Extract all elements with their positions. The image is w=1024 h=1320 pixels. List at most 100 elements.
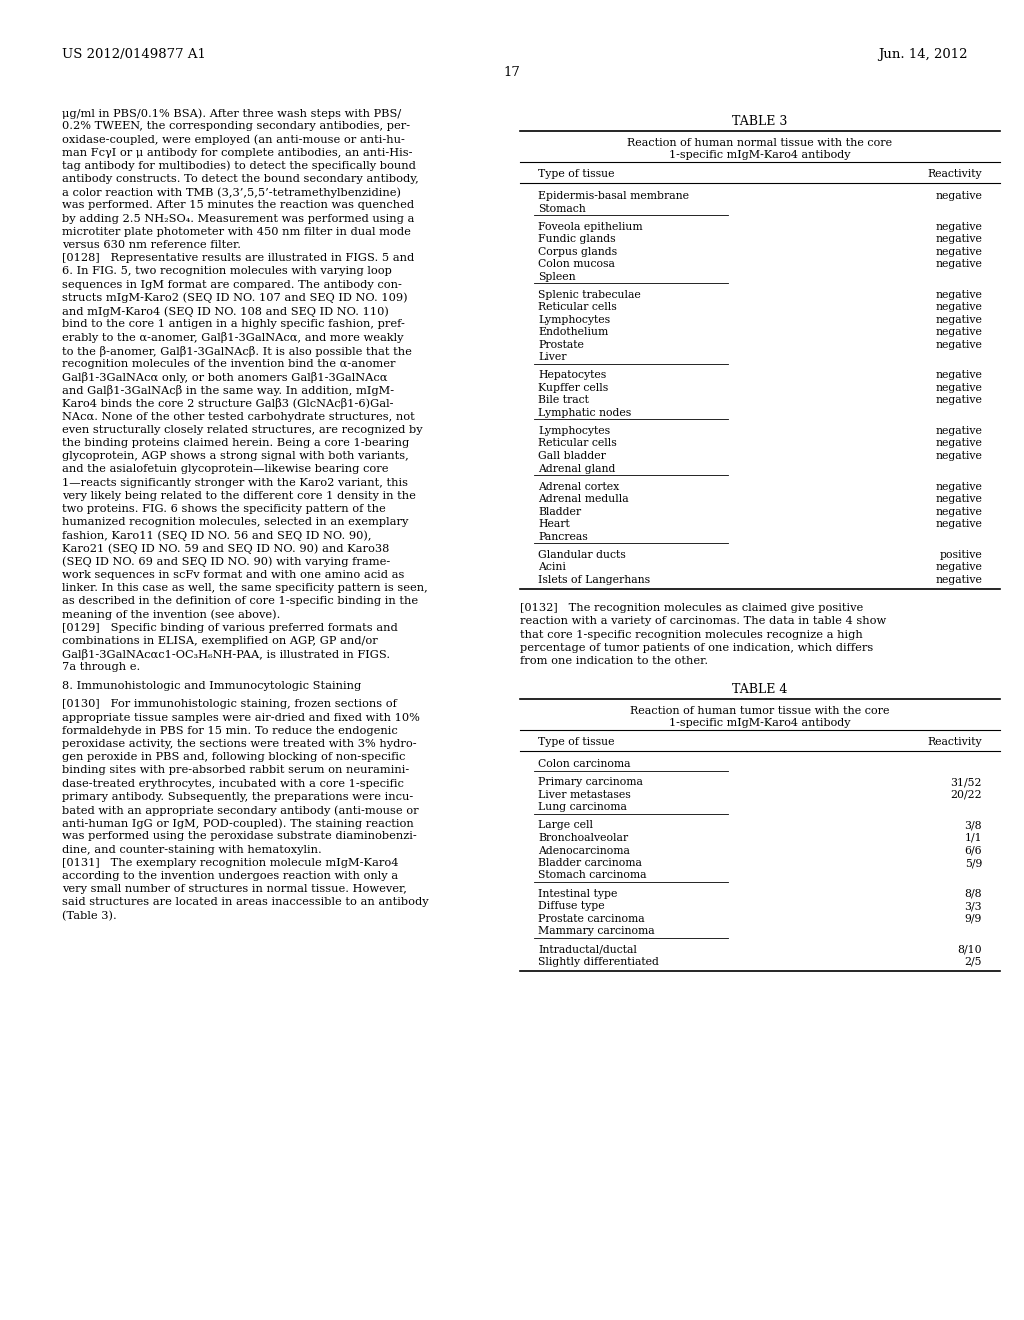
Text: Reaction of human normal tissue with the core: Reaction of human normal tissue with the… [628,139,893,148]
Text: primary antibody. Subsequently, the preparations were incu-: primary antibody. Subsequently, the prep… [62,792,414,801]
Text: as described in the definition of core 1-specific binding in the: as described in the definition of core 1… [62,597,418,606]
Text: Adrenal cortex: Adrenal cortex [538,482,620,491]
Text: and the asialofetuin glycoprotein—likewise bearing core: and the asialofetuin glycoprotein—likewi… [62,465,388,474]
Text: negative: negative [935,396,982,405]
Text: Gall bladder: Gall bladder [538,451,606,461]
Text: even structurally closely related structures, are recognized by: even structurally closely related struct… [62,425,423,434]
Text: two proteins. FIG. 6 shows the specificity pattern of the: two proteins. FIG. 6 shows the specifici… [62,504,386,513]
Text: negative: negative [935,339,982,350]
Text: 8/8: 8/8 [965,888,982,899]
Text: appropriate tissue samples were air-dried and fixed with 10%: appropriate tissue samples were air-drie… [62,713,420,722]
Text: sequences in IgM format are compared. The antibody con-: sequences in IgM format are compared. Th… [62,280,401,289]
Text: Reticular cells: Reticular cells [538,438,616,449]
Text: Glandular ducts: Glandular ducts [538,549,626,560]
Text: Foveola epithelium: Foveola epithelium [538,222,643,231]
Text: 31/52: 31/52 [950,777,982,787]
Text: Reactivity: Reactivity [928,169,982,180]
Text: negative: negative [935,314,982,325]
Text: gen peroxide in PBS and, following blocking of non-specific: gen peroxide in PBS and, following block… [62,752,406,762]
Text: reaction with a variety of carcinomas. The data in table 4 show: reaction with a variety of carcinomas. T… [520,616,886,627]
Text: negative: negative [935,494,982,504]
Text: the binding proteins claimed herein. Being a core 1-bearing: the binding proteins claimed herein. Bei… [62,438,410,447]
Text: 2/5: 2/5 [965,957,982,966]
Text: negative: negative [935,451,982,461]
Text: Lymphatic nodes: Lymphatic nodes [538,408,631,418]
Text: Slightly differentiated: Slightly differentiated [538,957,658,966]
Text: [0132]   The recognition molecules as claimed give positive: [0132] The recognition molecules as clai… [520,603,863,614]
Text: 5/9: 5/9 [965,858,982,869]
Text: Fundic glands: Fundic glands [538,234,615,244]
Text: dase-treated erythrocytes, incubated with a core 1-specific: dase-treated erythrocytes, incubated wit… [62,779,403,788]
Text: Colon mucosa: Colon mucosa [538,259,614,269]
Text: Stomach carcinoma: Stomach carcinoma [538,870,646,880]
Text: Bronchoalveolar: Bronchoalveolar [538,833,628,843]
Text: 7a through e.: 7a through e. [62,663,140,672]
Text: Prostate carcinoma: Prostate carcinoma [538,913,645,924]
Text: negative: negative [935,290,982,300]
Text: negative: negative [935,371,982,380]
Text: and mIgM-Karo4 (SEQ ID NO. 108 and SEQ ID NO. 110): and mIgM-Karo4 (SEQ ID NO. 108 and SEQ I… [62,306,389,317]
Text: 6/6: 6/6 [965,846,982,855]
Text: Primary carcinoma: Primary carcinoma [538,777,643,787]
Text: [0130]   For immunohistologic staining, frozen sections of: [0130] For immunohistologic staining, fr… [62,700,397,709]
Text: 8. Immunohistologic and Immunocytologic Staining: 8. Immunohistologic and Immunocytologic … [62,681,361,690]
Text: US 2012/0149877 A1: US 2012/0149877 A1 [62,48,206,61]
Text: peroxidase activity, the sections were treated with 3% hydro-: peroxidase activity, the sections were t… [62,739,417,748]
Text: man FcγI or μ antibody for complete antibodies, an anti-His-: man FcγI or μ antibody for complete anti… [62,148,413,157]
Text: very small number of structures in normal tissue. However,: very small number of structures in norma… [62,884,407,894]
Text: formaldehyde in PBS for 15 min. To reduce the endogenic: formaldehyde in PBS for 15 min. To reduc… [62,726,397,735]
Text: Pancreas: Pancreas [538,532,588,541]
Text: to the β-anomer, Galβ1-3GalNAcβ. It is also possible that the: to the β-anomer, Galβ1-3GalNAcβ. It is a… [62,346,412,356]
Text: NAcα. None of the other tested carbohydrate structures, not: NAcα. None of the other tested carbohydr… [62,412,415,421]
Text: Bladder: Bladder [538,507,582,516]
Text: Colon carcinoma: Colon carcinoma [538,759,631,770]
Text: Spleen: Spleen [538,272,575,281]
Text: Intraductal/ductal: Intraductal/ductal [538,944,637,954]
Text: Liver: Liver [538,352,566,362]
Text: negative: negative [935,383,982,393]
Text: was performed. After 15 minutes the reaction was quenched: was performed. After 15 minutes the reac… [62,201,414,210]
Text: and Galβ1-3GalNAcβ in the same way. In addition, mIgM-: and Galβ1-3GalNAcβ in the same way. In a… [62,385,394,396]
Text: bated with an appropriate secondary antibody (anti-mouse or: bated with an appropriate secondary anti… [62,805,419,816]
Text: versus 630 nm reference filter.: versus 630 nm reference filter. [62,240,241,249]
Text: negative: negative [935,259,982,269]
Text: TABLE 4: TABLE 4 [732,684,787,696]
Text: Type of tissue: Type of tissue [538,738,614,747]
Text: structs mIgM-Karo2 (SEQ ID NO. 107 and SEQ ID NO. 109): structs mIgM-Karo2 (SEQ ID NO. 107 and S… [62,293,408,304]
Text: 1-specific mIgM-Karo4 antibody: 1-specific mIgM-Karo4 antibody [670,718,851,729]
Text: bind to the core 1 antigen in a highly specific fashion, pref-: bind to the core 1 antigen in a highly s… [62,319,404,329]
Text: negative: negative [935,426,982,436]
Text: (SEQ ID NO. 69 and SEQ ID NO. 90) with varying frame-: (SEQ ID NO. 69 and SEQ ID NO. 90) with v… [62,557,390,568]
Text: Hepatocytes: Hepatocytes [538,371,606,380]
Text: negative: negative [935,482,982,491]
Text: fashion, Karo11 (SEQ ID NO. 56 and SEQ ID NO. 90),: fashion, Karo11 (SEQ ID NO. 56 and SEQ I… [62,531,372,541]
Text: Reaction of human tumor tissue with the core: Reaction of human tumor tissue with the … [630,706,890,717]
Text: Jun. 14, 2012: Jun. 14, 2012 [879,48,968,61]
Text: Kupffer cells: Kupffer cells [538,383,608,393]
Text: 8/10: 8/10 [957,944,982,954]
Text: humanized recognition molecules, selected in an exemplary: humanized recognition molecules, selecte… [62,517,409,527]
Text: Reactivity: Reactivity [928,738,982,747]
Text: antibody constructs. To detect the bound secondary antibody,: antibody constructs. To detect the bound… [62,174,419,183]
Text: Lung carcinoma: Lung carcinoma [538,803,627,812]
Text: meaning of the invention (see above).: meaning of the invention (see above). [62,610,281,620]
Text: anti-human IgG or IgM, POD-coupled). The staining reaction: anti-human IgG or IgM, POD-coupled). The… [62,818,414,829]
Text: combinations in ELISA, exemplified on AGP, GP and/or: combinations in ELISA, exemplified on AG… [62,636,378,645]
Text: negative: negative [935,234,982,244]
Text: a color reaction with TMB (3,3’,5,5’-tetramethylbenzidine): a color reaction with TMB (3,3’,5,5’-tet… [62,187,401,198]
Text: Lymphocytes: Lymphocytes [538,426,610,436]
Text: Galβ1-3GalNAcαc1-OC₃H₆NH-PAA, is illustrated in FIGS.: Galβ1-3GalNAcαc1-OC₃H₆NH-PAA, is illustr… [62,649,390,660]
Text: [0129]   Specific binding of various preferred formats and: [0129] Specific binding of various prefe… [62,623,397,632]
Text: Adrenal medulla: Adrenal medulla [538,494,629,504]
Text: dine, and counter-staining with hematoxylin.: dine, and counter-staining with hematoxy… [62,845,322,854]
Text: negative: negative [935,302,982,313]
Text: Karo21 (SEQ ID NO. 59 and SEQ ID NO. 90) and Karo38: Karo21 (SEQ ID NO. 59 and SEQ ID NO. 90)… [62,544,389,554]
Text: oxidase-coupled, were employed (an anti-mouse or anti-hu-: oxidase-coupled, were employed (an anti-… [62,135,404,145]
Text: μg/ml in PBS/0.1% BSA). After three wash steps with PBS/: μg/ml in PBS/0.1% BSA). After three wash… [62,108,401,119]
Text: Intestinal type: Intestinal type [538,888,617,899]
Text: 1-specific mIgM-Karo4 antibody: 1-specific mIgM-Karo4 antibody [670,150,851,160]
Text: erably to the α-anomer, Galβ1-3GalNAcα, and more weakly: erably to the α-anomer, Galβ1-3GalNAcα, … [62,333,403,343]
Text: Prostate: Prostate [538,339,584,350]
Text: said structures are located in areas inaccessible to an antibody: said structures are located in areas ina… [62,898,429,907]
Text: negative: negative [935,438,982,449]
